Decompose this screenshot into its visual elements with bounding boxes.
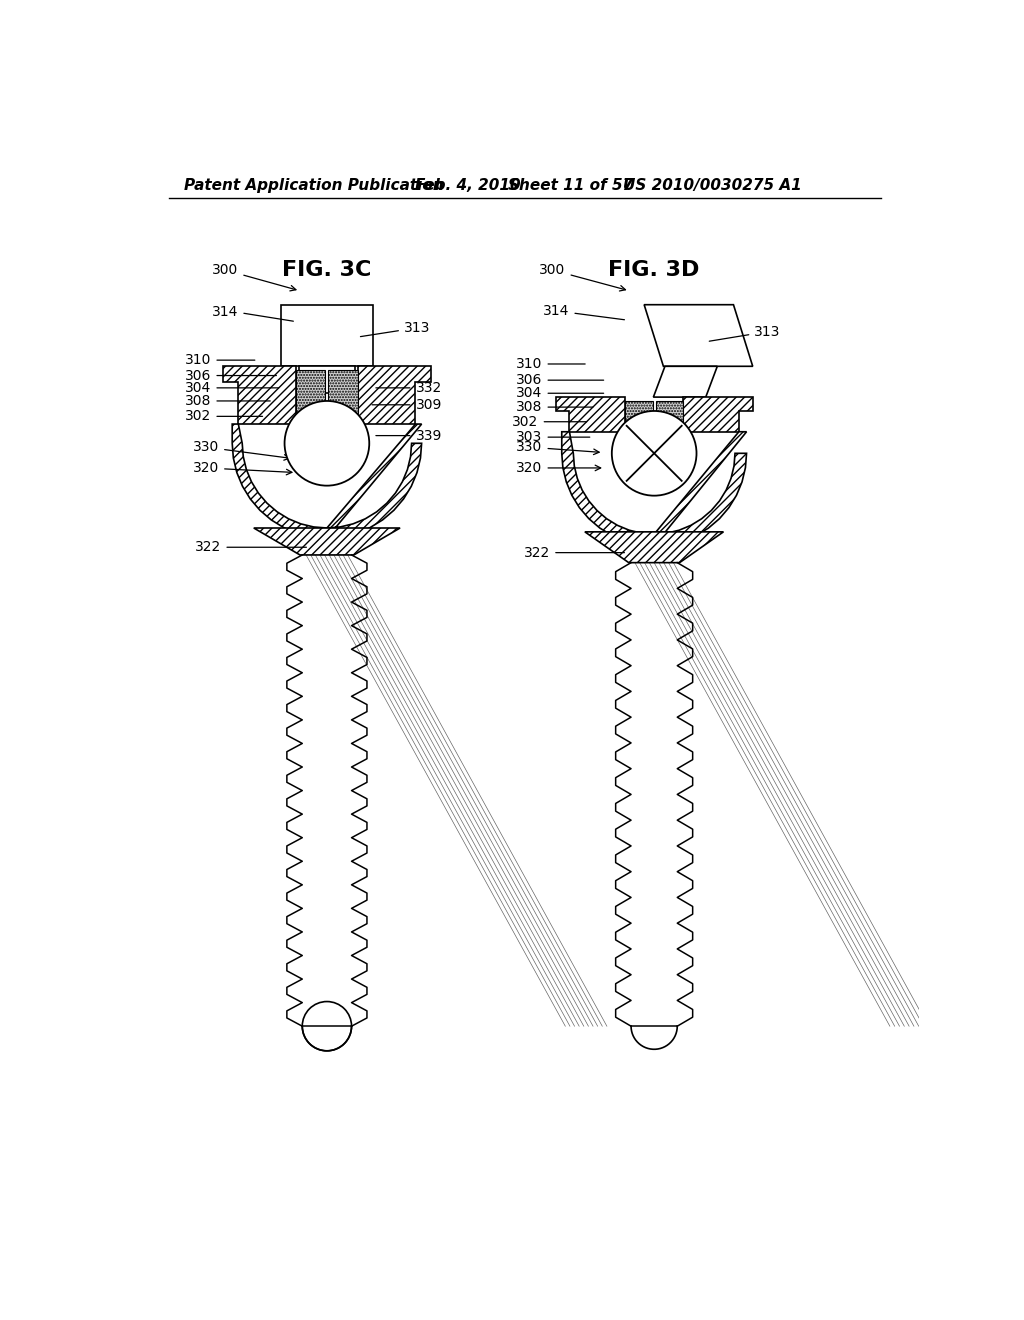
Text: FIG. 3D: FIG. 3D: [608, 260, 699, 280]
Text: 339: 339: [376, 429, 441, 442]
Text: 306: 306: [516, 374, 603, 387]
Text: FIG. 3C: FIG. 3C: [283, 260, 372, 280]
Text: 304: 304: [185, 381, 279, 395]
Text: 322: 322: [196, 540, 306, 554]
Polygon shape: [299, 367, 354, 393]
Polygon shape: [556, 397, 625, 432]
Text: 300: 300: [212, 263, 296, 290]
Text: 308: 308: [516, 400, 593, 414]
Polygon shape: [287, 554, 367, 1026]
Circle shape: [285, 401, 370, 486]
Text: Feb. 4, 2010: Feb. 4, 2010: [416, 178, 521, 193]
Polygon shape: [631, 562, 677, 1026]
Polygon shape: [644, 305, 753, 367]
Polygon shape: [625, 401, 652, 422]
Polygon shape: [302, 554, 351, 1026]
Polygon shape: [281, 305, 373, 367]
Text: 332: 332: [376, 381, 441, 395]
Text: 302: 302: [512, 414, 587, 429]
Text: 306: 306: [185, 368, 276, 383]
Text: 303: 303: [516, 430, 590, 444]
Circle shape: [611, 411, 696, 496]
Text: 320: 320: [516, 461, 601, 475]
Polygon shape: [655, 401, 683, 422]
Text: 304: 304: [516, 387, 603, 400]
Text: 300: 300: [540, 263, 626, 290]
Polygon shape: [232, 424, 327, 539]
Polygon shape: [254, 528, 400, 554]
Text: Patent Application Publication: Patent Application Publication: [184, 178, 444, 193]
Polygon shape: [585, 532, 724, 562]
Text: 308: 308: [185, 393, 270, 408]
Text: 313: 313: [360, 321, 430, 337]
Text: Sheet 11 of 57: Sheet 11 of 57: [508, 178, 633, 193]
Polygon shape: [357, 367, 431, 424]
Text: US 2010/0030275 A1: US 2010/0030275 A1: [624, 178, 802, 193]
Polygon shape: [562, 432, 654, 545]
Text: 330: 330: [193, 440, 290, 461]
Polygon shape: [653, 367, 717, 397]
Text: 302: 302: [185, 409, 262, 424]
Text: 309: 309: [372, 397, 441, 412]
Text: 314: 314: [543, 304, 625, 319]
Polygon shape: [329, 370, 357, 412]
Polygon shape: [615, 562, 692, 1026]
Polygon shape: [654, 432, 746, 545]
Polygon shape: [223, 367, 296, 424]
Text: 310: 310: [185, 354, 255, 367]
Polygon shape: [296, 370, 326, 412]
Text: 330: 330: [516, 440, 599, 454]
Text: 320: 320: [193, 461, 292, 475]
Text: 314: 314: [212, 305, 293, 321]
Text: 322: 322: [524, 545, 625, 560]
Circle shape: [302, 1002, 351, 1051]
Text: 310: 310: [516, 356, 585, 371]
Polygon shape: [683, 397, 753, 432]
Polygon shape: [327, 424, 422, 539]
Text: 313: 313: [710, 325, 780, 341]
